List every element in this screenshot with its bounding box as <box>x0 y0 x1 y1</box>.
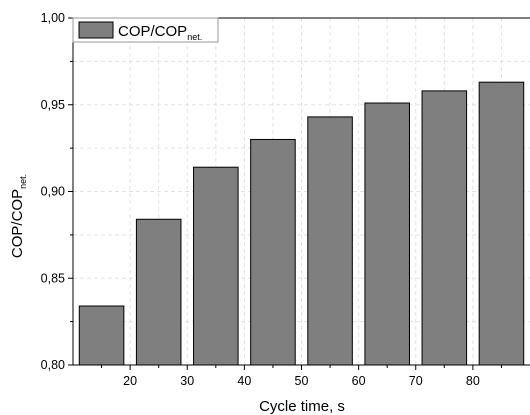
x-tick-label: 40 <box>237 374 251 388</box>
y-tick-label: 0,85 <box>41 271 65 285</box>
legend-label: COP/COPnet. <box>118 23 202 42</box>
bar <box>364 102 410 366</box>
bar <box>78 305 125 366</box>
x-tick-label: 70 <box>409 374 423 388</box>
ticks-group: 0,80 0,85 0,90 0,95 1,00 20 30 40 50 60 70 80 <box>41 11 502 388</box>
x-tick-label: 20 <box>123 374 137 388</box>
x-tick-label: 50 <box>295 374 309 388</box>
y-tick-label: 1,00 <box>41 11 65 25</box>
y-axis-title-sub: net. <box>18 174 28 189</box>
bars-group <box>78 81 525 366</box>
y-axis-title-main: COP/COP <box>9 189 26 258</box>
legend-swatch <box>78 21 114 39</box>
x-tick-label: 30 <box>180 374 194 388</box>
y-tick-label: 0,95 <box>41 98 65 112</box>
y-tick-label: 0,80 <box>41 358 65 372</box>
y-axis-title: COP/COPnet. <box>9 174 28 258</box>
x-tick-label: 80 <box>466 374 480 388</box>
y-tick-label: 0,90 <box>41 185 65 199</box>
x-axis-title: Cycle time, s <box>259 398 345 415</box>
bar <box>250 138 296 366</box>
x-tick-label: 60 <box>352 374 366 388</box>
bar <box>193 166 239 366</box>
bar <box>421 90 468 366</box>
legend-label-sub: net. <box>187 32 202 42</box>
bar <box>135 218 182 366</box>
bar <box>307 116 353 366</box>
legend-label-main: COP/COP <box>118 23 187 40</box>
legend: COP/COPnet. <box>72 17 219 43</box>
bar <box>478 81 525 366</box>
